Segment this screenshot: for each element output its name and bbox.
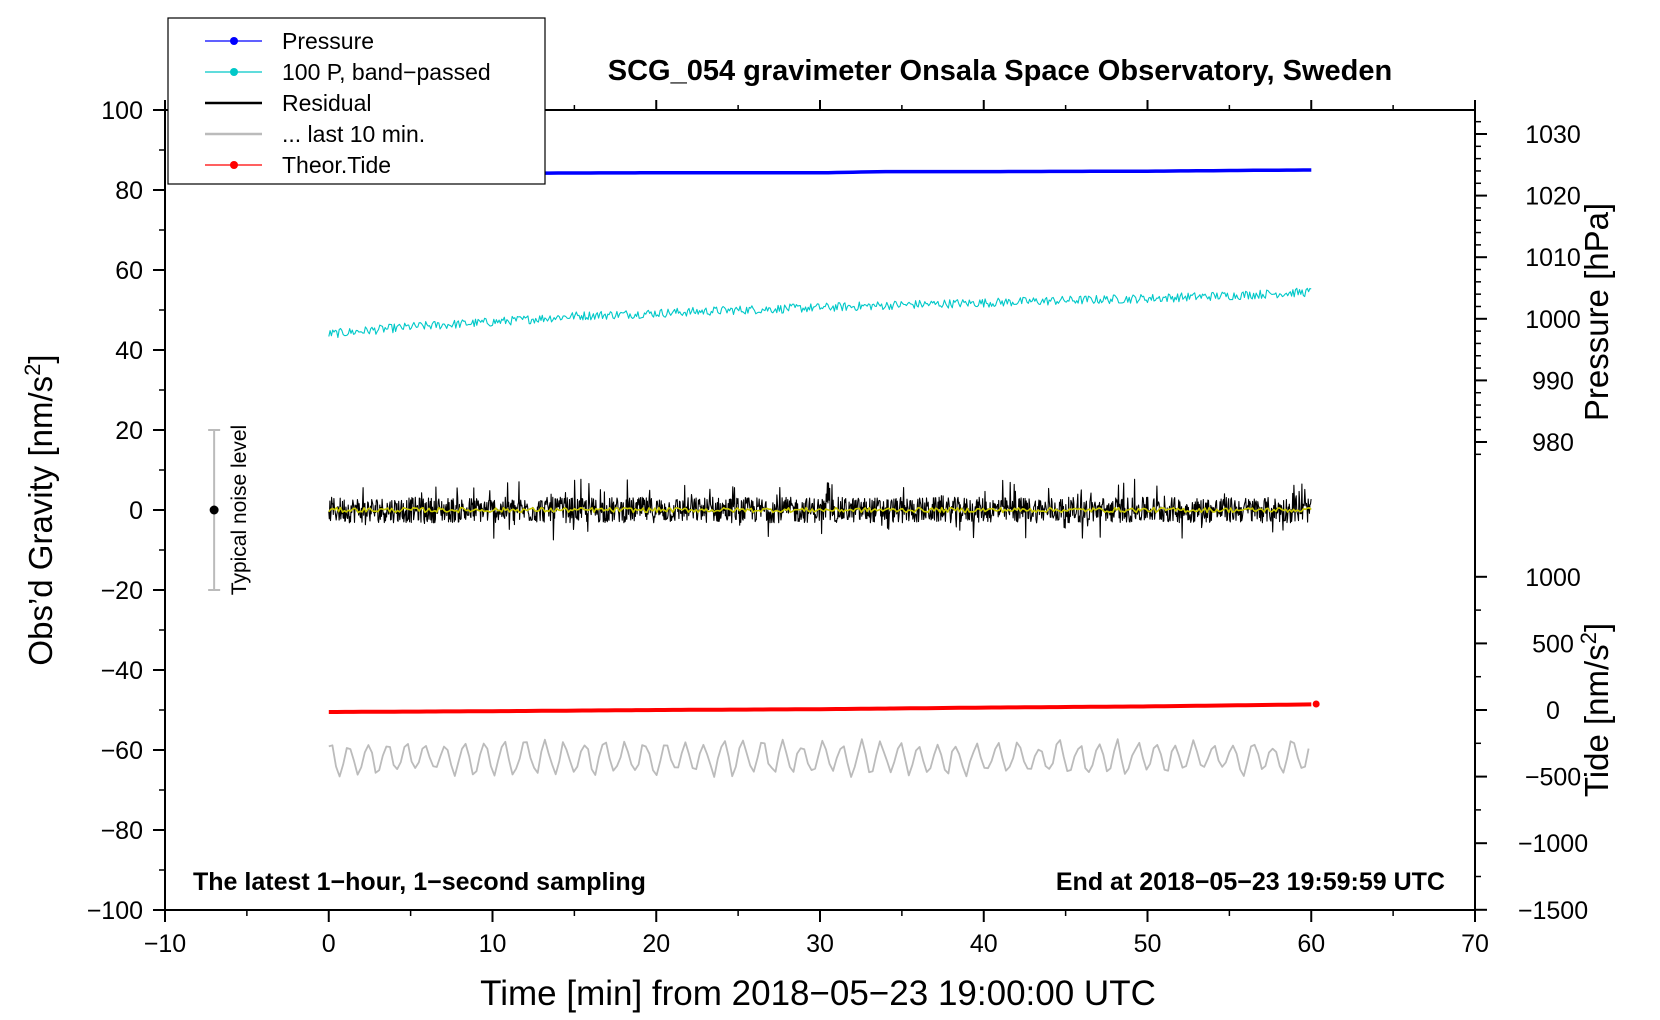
pressure-tick-label: 1020 xyxy=(1525,183,1581,211)
y-tick-label: −60 xyxy=(101,737,143,765)
pressure-tick-label: 980 xyxy=(1532,429,1574,457)
chart-title: SCG_054 gravimeter Onsala Space Observat… xyxy=(608,55,1392,87)
legend-label: Theor.Tide xyxy=(282,152,391,178)
tide-tick-label: 1000 xyxy=(1525,564,1581,592)
tide-tick-label: 500 xyxy=(1532,630,1574,658)
noise-indicator: Typical noise level xyxy=(208,425,251,595)
x-tick-label: 60 xyxy=(1297,930,1325,958)
legend-marker xyxy=(230,68,238,76)
legend: Pressure 100 P, band−passed Residual ... la… xyxy=(167,17,546,185)
series--last-10-min- xyxy=(328,738,1310,778)
y-axis-label-tide-tail: ] xyxy=(1578,623,1615,632)
pressure-tick-label: 1000 xyxy=(1525,306,1581,334)
series-residual-smoothed- xyxy=(328,506,1312,514)
y-tick-label: −20 xyxy=(101,577,143,605)
series-layer xyxy=(328,168,1320,778)
x-tick-label: 30 xyxy=(806,930,834,958)
legend-label: 100 P, band−passed xyxy=(282,59,491,85)
y-tick-label: −80 xyxy=(101,817,143,845)
series-theor-tide xyxy=(328,702,1312,714)
y-axis-label-gravity-sup: 2 xyxy=(20,364,45,376)
pressure-tick-label: 990 xyxy=(1532,367,1574,395)
y-axis-label-tide-main: Tide [nm/s xyxy=(1578,644,1615,797)
tide-tick-label: −1500 xyxy=(1518,897,1588,925)
x-axis-label: Time [min] from 2018−05−23 19:00:00 UTC xyxy=(480,974,1156,1013)
legend-marker xyxy=(230,161,238,169)
x-tick-label: 10 xyxy=(479,930,507,958)
noise-label: Typical noise level xyxy=(228,425,251,595)
y-axis-label-gravity-main: Obs’d Gravity [nm/s xyxy=(22,376,59,666)
y-tick-label: 100 xyxy=(101,97,143,125)
y-tick-label: 20 xyxy=(115,417,143,445)
series-100-p-band-passed xyxy=(328,287,1312,339)
legend-marker xyxy=(230,37,238,45)
pressure-tick-label: 1030 xyxy=(1525,121,1581,149)
y-tick-label: 0 xyxy=(129,497,143,525)
legend-box xyxy=(167,17,546,185)
annotation-sampling: The latest 1−hour, 1−second sampling xyxy=(193,868,646,896)
y-axis-label-pressure: Pressure [hPa] xyxy=(1578,203,1615,421)
y-axis-label-gravity-tail: ] xyxy=(22,354,59,363)
legend-label: ... last 10 min. xyxy=(282,121,425,147)
y-axis-label-gravity: Obs’d Gravity [nm/s2] xyxy=(20,354,59,665)
y-tick-label: −100 xyxy=(87,897,143,925)
noise-center-dot xyxy=(209,505,219,515)
pressure-tick-label: 1010 xyxy=(1525,244,1581,272)
y-tick-label: 60 xyxy=(115,257,143,285)
y-tick-label: −40 xyxy=(101,657,143,685)
tide-tick-label: −1000 xyxy=(1518,830,1588,858)
x-tick-label: −10 xyxy=(144,930,186,958)
tide-tick-label: 0 xyxy=(1546,697,1560,725)
x-tick-label: 20 xyxy=(642,930,670,958)
axes-layer: −10 0 10 20 30 40 50 60 70−100−80−60−40−20020406… xyxy=(87,97,1588,958)
y-axis-label-tide-sup: 2 xyxy=(1576,632,1601,644)
y-tick-label: 80 xyxy=(115,177,143,205)
tide-end-marker xyxy=(1312,700,1320,708)
x-tick-label: 50 xyxy=(1134,930,1162,958)
y-axis-label-tide: Tide [nm/s2] xyxy=(1576,623,1615,797)
x-tick-label: 40 xyxy=(970,930,998,958)
annotation-end-time: End at 2018−05−23 19:59:59 UTC xyxy=(1056,868,1445,896)
legend-label: Residual xyxy=(282,90,372,116)
legend-label: Pressure xyxy=(282,28,374,54)
tide-tick-label: −500 xyxy=(1525,764,1581,792)
x-tick-label: 70 xyxy=(1461,930,1489,958)
y-tick-label: 40 xyxy=(115,337,143,365)
x-tick-label: 0 xyxy=(322,930,336,958)
